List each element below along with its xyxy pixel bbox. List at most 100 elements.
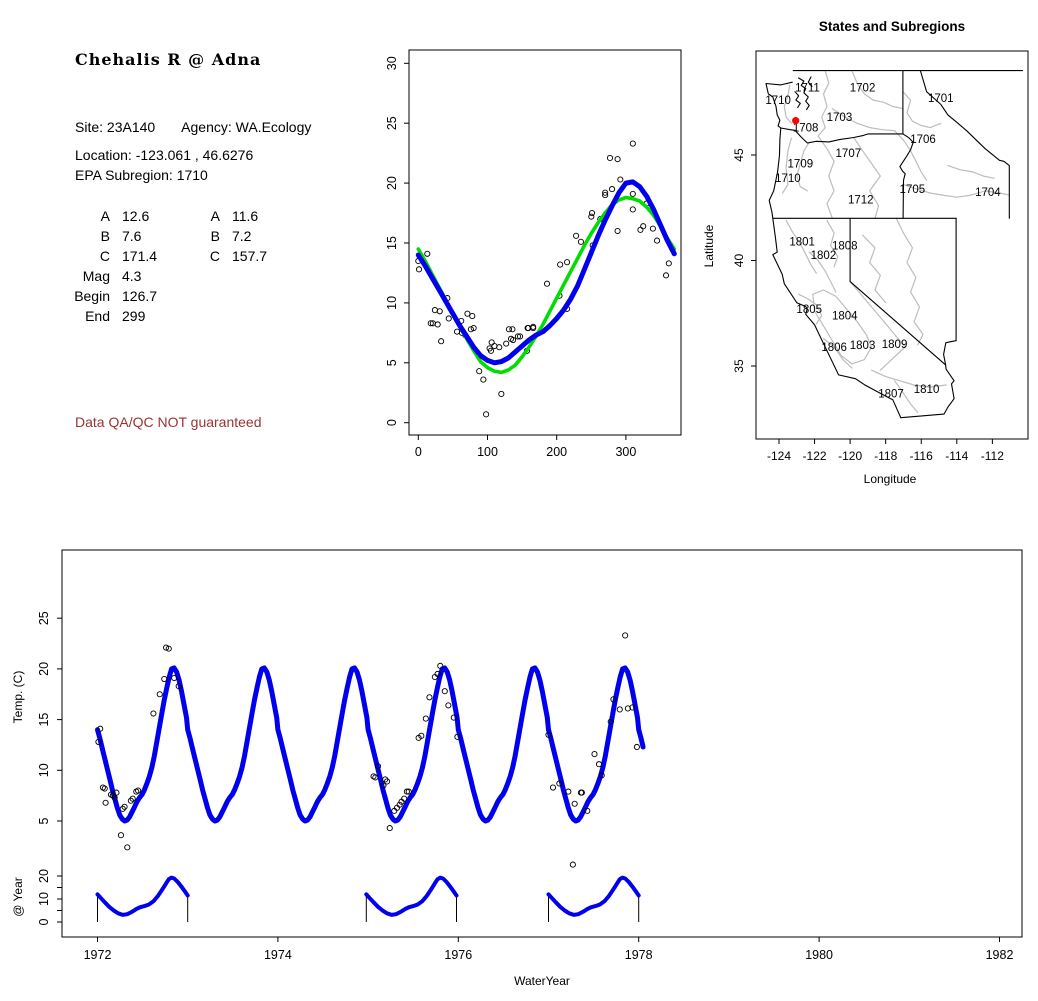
seasonal-fit-plot: 0 100 200 300 0 5 10 15 20 25 30 bbox=[385, 49, 682, 459]
state-outline bbox=[780, 127, 904, 144]
observation-point bbox=[556, 780, 563, 787]
subregion-boundary bbox=[817, 69, 830, 137]
observation-point bbox=[383, 778, 391, 785]
longitude-tick-label: -124 bbox=[767, 449, 791, 463]
observation-point bbox=[469, 313, 476, 320]
subregion-label: 1711 bbox=[795, 82, 820, 94]
y-tick-label: 0 bbox=[385, 419, 399, 426]
year-axis-label: @ Year bbox=[11, 877, 25, 917]
subregion-boundary bbox=[893, 130, 928, 181]
temp-axis-label: Temp. (C) bbox=[11, 671, 25, 724]
observation-point bbox=[516, 333, 524, 340]
observation-point bbox=[161, 675, 168, 683]
x-tick-label: 200 bbox=[546, 445, 567, 459]
observation-point bbox=[622, 632, 629, 639]
observation-point bbox=[396, 801, 403, 808]
subregion-boundary bbox=[947, 165, 995, 179]
observation-point bbox=[403, 788, 410, 795]
observation-point bbox=[150, 710, 157, 717]
x-tick-label: 1980 bbox=[805, 948, 833, 962]
observation-point bbox=[637, 226, 644, 233]
fit-value: 7.2 bbox=[232, 228, 252, 244]
x-tick-label: 1976 bbox=[444, 948, 472, 962]
fit-label: A bbox=[210, 208, 220, 224]
observation-point bbox=[614, 156, 621, 163]
location-label: Location: -123.061 , 46.6276 bbox=[75, 147, 254, 163]
observation-point bbox=[584, 807, 591, 814]
observation-point bbox=[505, 326, 513, 333]
state-outline bbox=[765, 81, 902, 419]
subregion-label: 1804 bbox=[832, 310, 858, 322]
observation-point bbox=[165, 645, 172, 652]
fit-value: 11.6 bbox=[232, 208, 259, 224]
observation-point bbox=[498, 390, 505, 397]
state-outline bbox=[899, 133, 914, 219]
y-tick-label: 20 bbox=[37, 662, 51, 676]
plot-box bbox=[408, 49, 682, 436]
observation-point bbox=[109, 792, 116, 799]
observation-point bbox=[577, 238, 584, 245]
observation-point bbox=[121, 803, 128, 810]
observation-point bbox=[629, 704, 636, 711]
observation-point bbox=[163, 644, 170, 651]
observation-point bbox=[380, 782, 387, 789]
observation-point bbox=[464, 310, 471, 317]
observation-point bbox=[454, 733, 461, 740]
observation-point bbox=[401, 795, 408, 802]
observation-point bbox=[564, 259, 571, 266]
subregion-label: 1704 bbox=[975, 187, 1001, 199]
y-tick-label: 25 bbox=[385, 116, 399, 130]
subregion-label: 1712 bbox=[848, 194, 874, 206]
y-tick-label: 15 bbox=[385, 236, 399, 250]
fit-value: 12.6 bbox=[122, 208, 150, 224]
subregion-label: 1805 bbox=[796, 304, 822, 316]
state-outline bbox=[807, 76, 813, 87]
fit-label: Mag bbox=[82, 268, 110, 284]
observation-point bbox=[95, 738, 102, 745]
subregion-boundary bbox=[796, 141, 810, 192]
fit-value: 4.3 bbox=[122, 268, 142, 284]
fit-label: C bbox=[99, 248, 110, 264]
observation-point bbox=[135, 787, 142, 794]
green-fit-curve bbox=[416, 195, 677, 375]
observation-point bbox=[569, 861, 576, 868]
annual-profile-curve bbox=[95, 875, 190, 917]
fit-value: 157.7 bbox=[232, 248, 268, 264]
map-box bbox=[755, 50, 1029, 440]
fit-row-end: End 299 bbox=[58, 306, 267, 326]
subregion-label: 1703 bbox=[827, 112, 853, 124]
observation-point bbox=[445, 315, 452, 322]
subregion-label: 1710 bbox=[765, 95, 791, 107]
seasonal-temperature-curve bbox=[95, 665, 646, 824]
subregion-label: 1809 bbox=[882, 339, 908, 351]
state-outline bbox=[900, 364, 955, 419]
subregion-boundary bbox=[902, 91, 942, 129]
fit-label: C bbox=[209, 248, 220, 264]
subregion-boundary bbox=[812, 289, 873, 365]
observation-point bbox=[111, 794, 118, 801]
subregion-boundary bbox=[826, 219, 839, 268]
subregion-label: 1808 bbox=[832, 241, 858, 253]
epa-subregion-label: EPA Subregion: 1710 bbox=[75, 167, 208, 183]
subregion-boundary bbox=[851, 69, 904, 110]
observation-point bbox=[510, 336, 517, 344]
observation-point bbox=[117, 832, 125, 839]
longitude-tick-label: -122 bbox=[803, 449, 827, 463]
state-outline bbox=[919, 70, 1010, 219]
state-outline bbox=[943, 217, 957, 366]
longitude-tick-label: -114 bbox=[945, 449, 968, 463]
observation-point bbox=[629, 206, 636, 213]
observation-point bbox=[156, 691, 163, 698]
observation-point bbox=[434, 670, 441, 678]
site-marker bbox=[792, 117, 800, 125]
observation-point bbox=[467, 326, 474, 333]
longitude-tick-label: -116 bbox=[910, 449, 933, 463]
agency-label: Agency: WA.Ecology bbox=[181, 119, 312, 135]
plot-box bbox=[61, 549, 1023, 938]
observation-point bbox=[418, 732, 425, 739]
observation-point bbox=[662, 272, 670, 279]
subregion-boundary bbox=[783, 84, 793, 124]
subregion-label: 1707 bbox=[836, 148, 862, 160]
observation-point bbox=[503, 340, 510, 347]
subregion-label: 1802 bbox=[811, 250, 837, 262]
